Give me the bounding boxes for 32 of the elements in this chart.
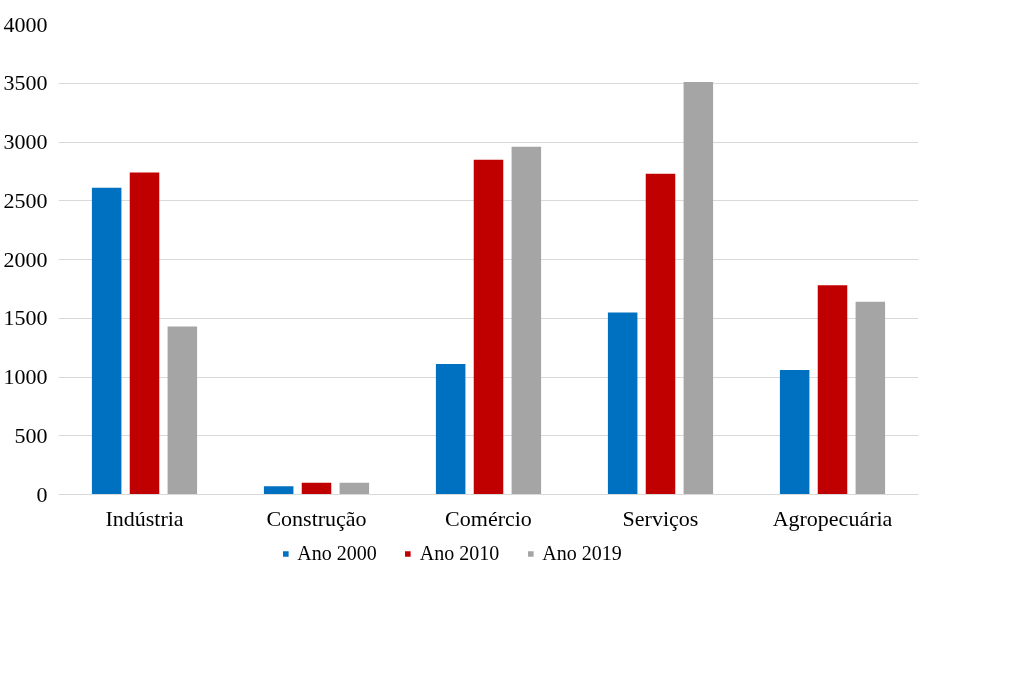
y-tick-label: 2500 bbox=[3, 187, 48, 213]
bar bbox=[301, 482, 332, 495]
bar bbox=[817, 285, 848, 495]
y-tick-label: 0 bbox=[36, 481, 48, 507]
bar bbox=[855, 301, 886, 495]
x-tick-label: Serviços bbox=[622, 505, 699, 531]
legend-label: Ano 2000 bbox=[297, 541, 377, 565]
bar bbox=[645, 173, 676, 495]
bar bbox=[779, 369, 810, 495]
bar bbox=[263, 486, 294, 495]
bar bbox=[129, 172, 160, 495]
y-tick-label: 3000 bbox=[3, 129, 48, 154]
bar bbox=[91, 187, 122, 495]
bar bbox=[167, 326, 198, 495]
x-tick-label: Indústria bbox=[105, 505, 184, 531]
y-tick-label: 3500 bbox=[3, 70, 48, 96]
legend-label: Ano 2019 bbox=[542, 541, 622, 565]
x-tick-label: Agropecuária bbox=[772, 505, 893, 531]
x-tick-label: Construção bbox=[266, 505, 367, 531]
bar bbox=[607, 312, 638, 495]
bar bbox=[511, 146, 542, 495]
y-tick-label: 2000 bbox=[3, 246, 48, 272]
bar bbox=[473, 159, 504, 495]
y-tick-label: 4000 bbox=[3, 11, 48, 37]
bar bbox=[339, 482, 370, 495]
x-tick-label: Comércio bbox=[445, 505, 532, 531]
y-tick-label: 500 bbox=[14, 422, 48, 448]
bar bbox=[435, 364, 466, 495]
y-tick-label: 1500 bbox=[3, 305, 48, 331]
bar bbox=[683, 82, 714, 495]
y-tick-label: 1000 bbox=[3, 364, 48, 389]
legend-label: Ano 2010 bbox=[419, 541, 500, 565]
